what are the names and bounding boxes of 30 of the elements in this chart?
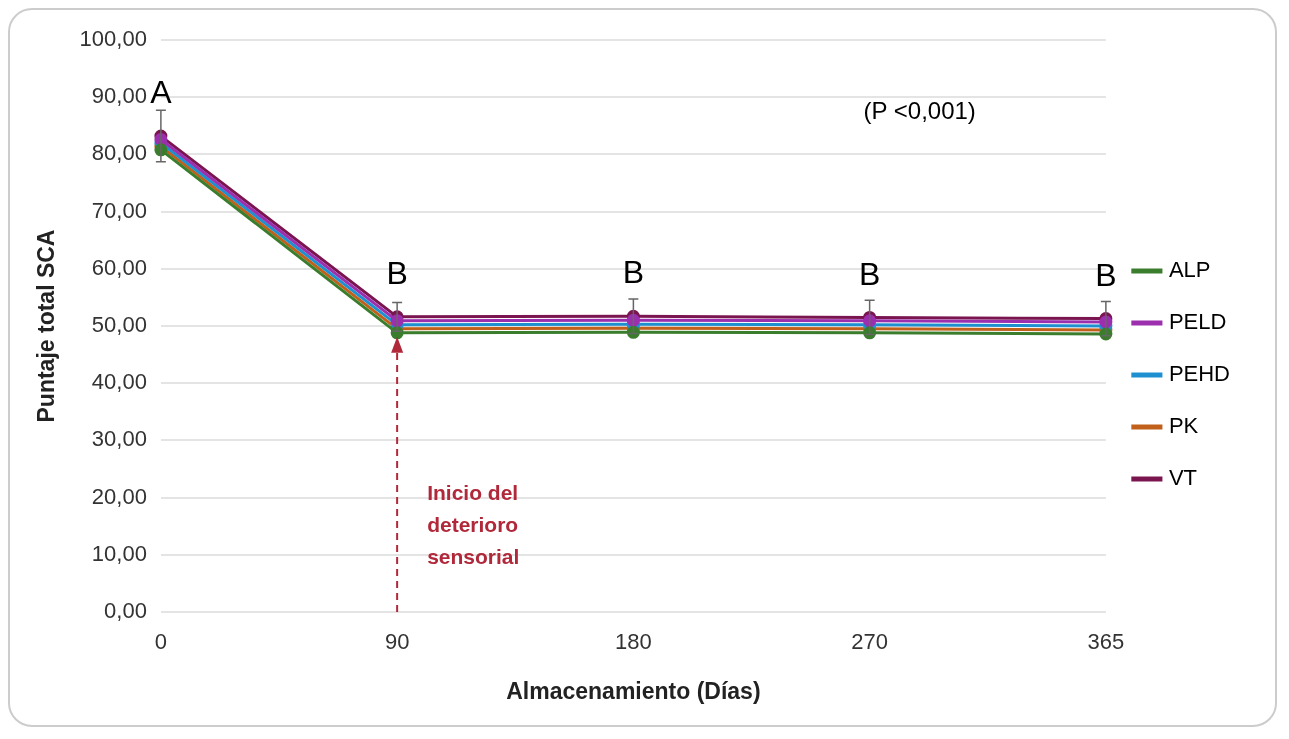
legend-label: VT [1168, 465, 1197, 491]
x-tick-label: 270 [851, 629, 888, 655]
y-axis-title: Puntaje total SCA [33, 229, 60, 423]
x-tick-label: 180 [615, 629, 652, 655]
y-tick-label: 90,00 [91, 83, 147, 109]
x-tick-label: 0 [154, 629, 168, 655]
legend-label: PELD [1168, 309, 1227, 335]
annotation: B [622, 254, 645, 291]
y-tick-label: 70,00 [91, 197, 147, 223]
annotation: Inicio del deterioro sensorial [427, 481, 520, 568]
annotation: B [386, 254, 408, 291]
y-tick-label: 100,00 [79, 26, 147, 52]
x-axis-title: Almacenamiento (Días) [506, 677, 761, 704]
legend-label: ALP [1168, 257, 1211, 283]
annotation: B [858, 255, 881, 292]
x-tick-label: 90 [384, 629, 410, 655]
legend-label: PEHD [1168, 361, 1230, 387]
annotation: (P <0,001) [863, 96, 976, 124]
y-tick-label: 40,00 [91, 369, 147, 395]
y-tick-label: 30,00 [91, 426, 147, 452]
y-tick-label: 60,00 [91, 254, 147, 280]
legend-label: PK [1168, 413, 1199, 439]
y-tick-label: 20,00 [91, 483, 147, 509]
y-tick-label: 50,00 [91, 312, 147, 338]
y-tick-label: 0,00 [104, 598, 147, 624]
annotation: A [150, 74, 173, 111]
annotation: B [1095, 256, 1117, 293]
x-tick-label: 365 [1087, 629, 1125, 655]
y-tick-label: 80,00 [91, 140, 147, 166]
y-tick-label: 10,00 [91, 540, 147, 566]
